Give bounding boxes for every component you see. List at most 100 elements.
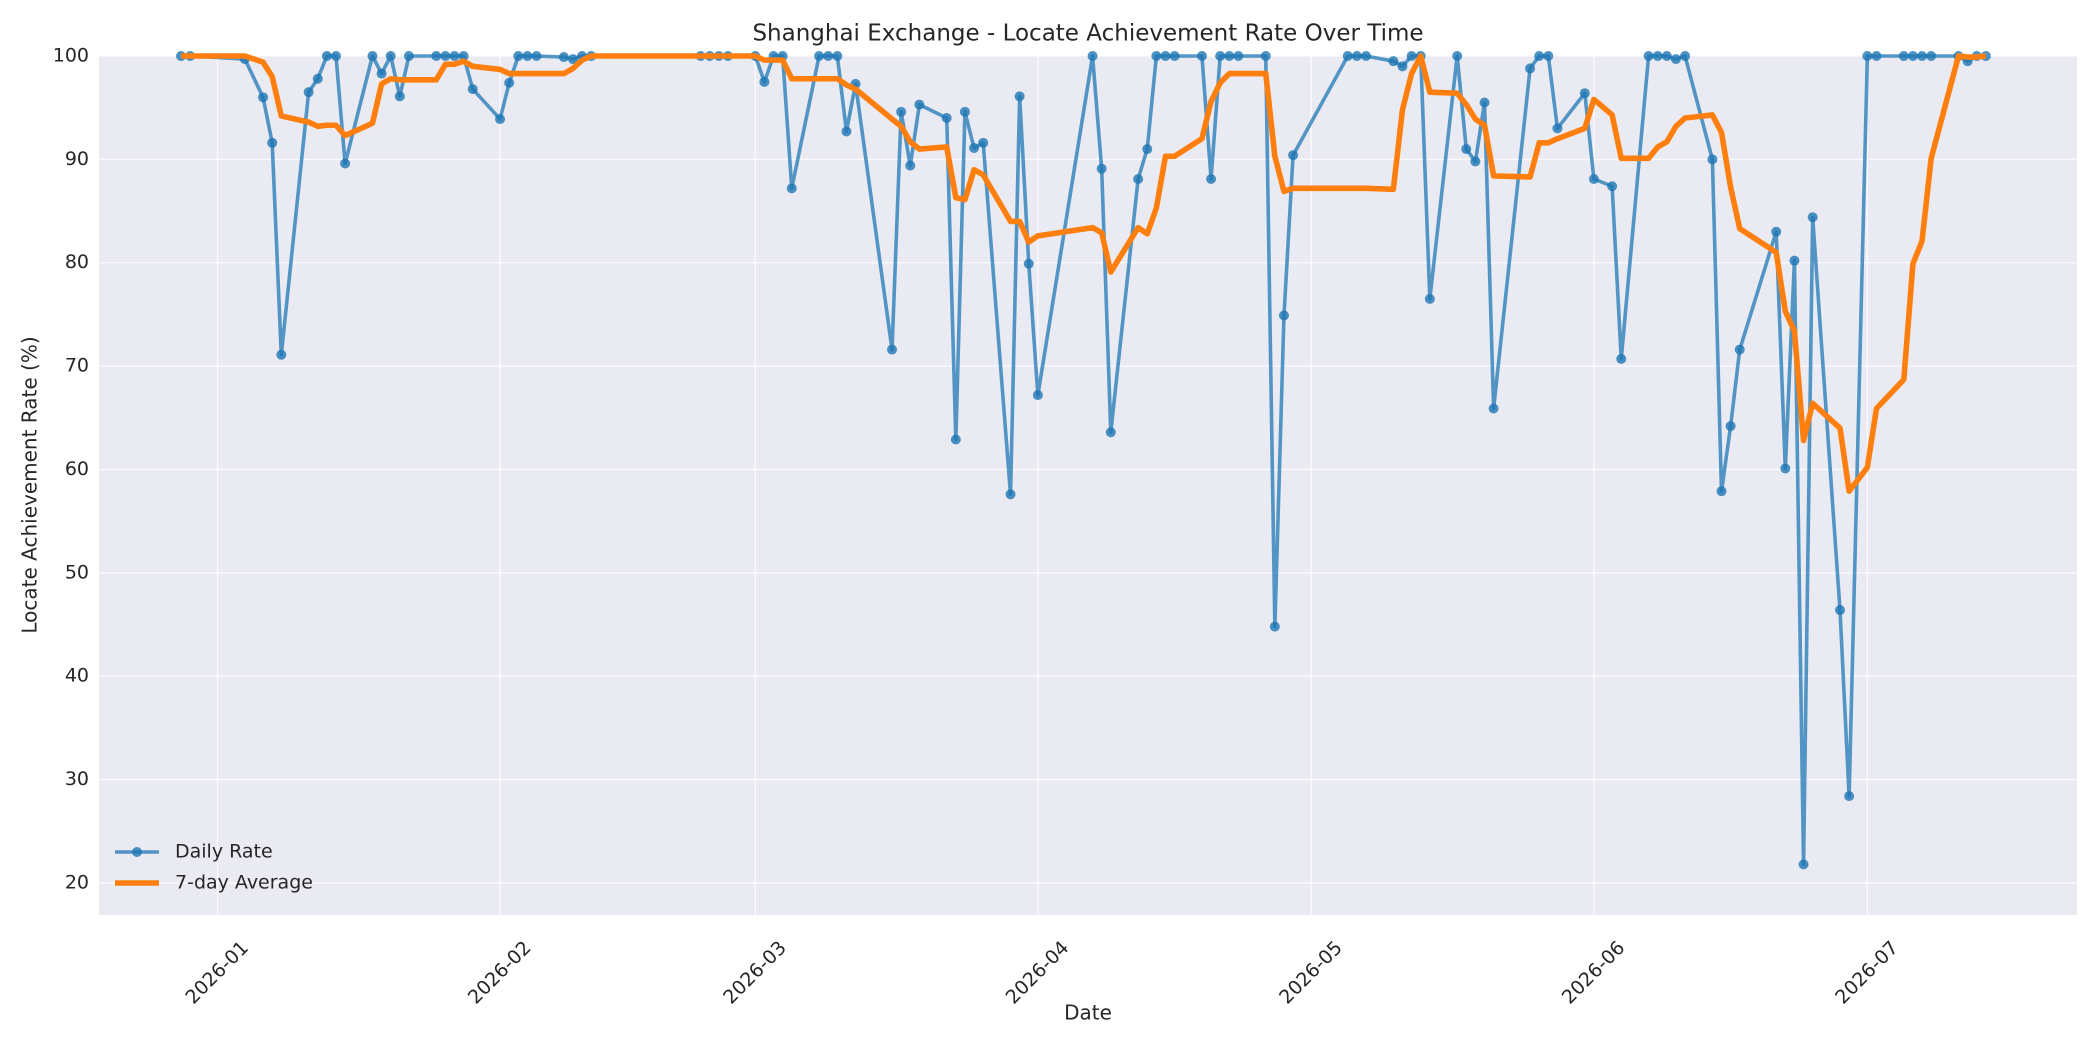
point	[367, 51, 378, 61]
point	[941, 113, 952, 124]
point	[914, 99, 925, 110]
point	[1361, 51, 1372, 61]
x-tick-label: 2026-02	[464, 937, 536, 1009]
point	[513, 51, 524, 61]
point	[467, 84, 478, 95]
point	[1798, 859, 1809, 870]
point	[814, 51, 825, 61]
point	[1342, 51, 1353, 61]
point	[1233, 51, 1244, 61]
point	[1133, 174, 1144, 185]
point	[1196, 51, 1207, 61]
y-tick-label: 80	[65, 251, 89, 273]
point	[1780, 463, 1791, 474]
y-tick-label: 50	[65, 561, 89, 583]
y-axis-label: Locate Achievement Rate (%)	[18, 336, 42, 633]
point	[1661, 51, 1672, 61]
point	[1087, 51, 1098, 61]
point	[1907, 51, 1918, 61]
y-tick-label: 60	[65, 458, 89, 480]
point	[1142, 144, 1153, 155]
legend-label: 7-day Average	[175, 872, 313, 894]
point	[1716, 486, 1727, 497]
point	[1734, 344, 1745, 355]
x-tick-label: 2026-06	[1558, 937, 1630, 1009]
point	[887, 344, 898, 355]
x-tick-label: 2026-03	[719, 937, 791, 1009]
point	[1023, 258, 1034, 269]
point	[1588, 174, 1599, 185]
point	[522, 51, 533, 61]
point	[1215, 51, 1226, 61]
point	[1032, 390, 1043, 401]
point	[385, 51, 396, 61]
point	[558, 52, 569, 63]
point	[376, 68, 387, 79]
y-tick-label: 70	[65, 355, 89, 377]
point	[1461, 144, 1472, 155]
point	[841, 126, 852, 137]
point	[1643, 51, 1654, 61]
point	[1005, 489, 1016, 500]
point	[1844, 791, 1855, 802]
x-tick-label: 2026-07	[1831, 937, 1903, 1009]
y-tick-label: 30	[65, 768, 89, 790]
point	[403, 51, 414, 61]
y-tick-label: 100	[53, 45, 89, 67]
point	[1835, 605, 1846, 616]
point	[340, 158, 351, 169]
point	[458, 51, 469, 61]
point	[969, 142, 980, 153]
point	[978, 137, 989, 148]
point	[303, 87, 314, 98]
point	[1479, 97, 1490, 108]
point	[1424, 293, 1435, 304]
point	[1579, 88, 1590, 99]
point	[1470, 156, 1481, 167]
point	[1351, 51, 1362, 61]
point	[1670, 54, 1681, 65]
y-tick-label: 20	[65, 871, 89, 893]
point	[504, 77, 515, 88]
point	[832, 51, 843, 61]
point	[759, 76, 770, 87]
point	[1771, 226, 1782, 237]
point	[1169, 51, 1180, 61]
point	[1452, 51, 1463, 61]
point	[1607, 181, 1618, 192]
point	[905, 160, 916, 171]
point	[1652, 51, 1663, 61]
point	[1206, 174, 1217, 185]
point	[267, 137, 278, 148]
point	[1898, 51, 1909, 61]
x-tick-label: 2026-04	[1002, 937, 1074, 1009]
point	[321, 51, 332, 61]
point	[394, 91, 405, 102]
point	[440, 51, 451, 61]
point	[1871, 51, 1882, 61]
point	[531, 51, 542, 61]
point	[258, 92, 269, 103]
line	[181, 53, 1987, 494]
point	[1680, 51, 1691, 61]
x-tick-label: 2026-05	[1275, 937, 1347, 1009]
point	[1260, 51, 1271, 61]
point	[1789, 255, 1800, 266]
point	[1552, 123, 1563, 134]
point	[1151, 51, 1162, 61]
point	[276, 349, 287, 360]
plot-background	[99, 56, 2077, 915]
point	[786, 183, 797, 194]
point	[1288, 150, 1299, 161]
point	[431, 51, 442, 61]
point	[1105, 427, 1116, 438]
series	[176, 51, 1991, 870]
point	[1616, 353, 1627, 364]
point	[1224, 51, 1235, 61]
point	[896, 106, 907, 117]
point	[1096, 163, 1107, 174]
y-tick-label: 40	[65, 665, 89, 687]
point	[1406, 51, 1417, 61]
chart-title: Shanghai Exchange - Locate Achievement R…	[752, 21, 1423, 47]
